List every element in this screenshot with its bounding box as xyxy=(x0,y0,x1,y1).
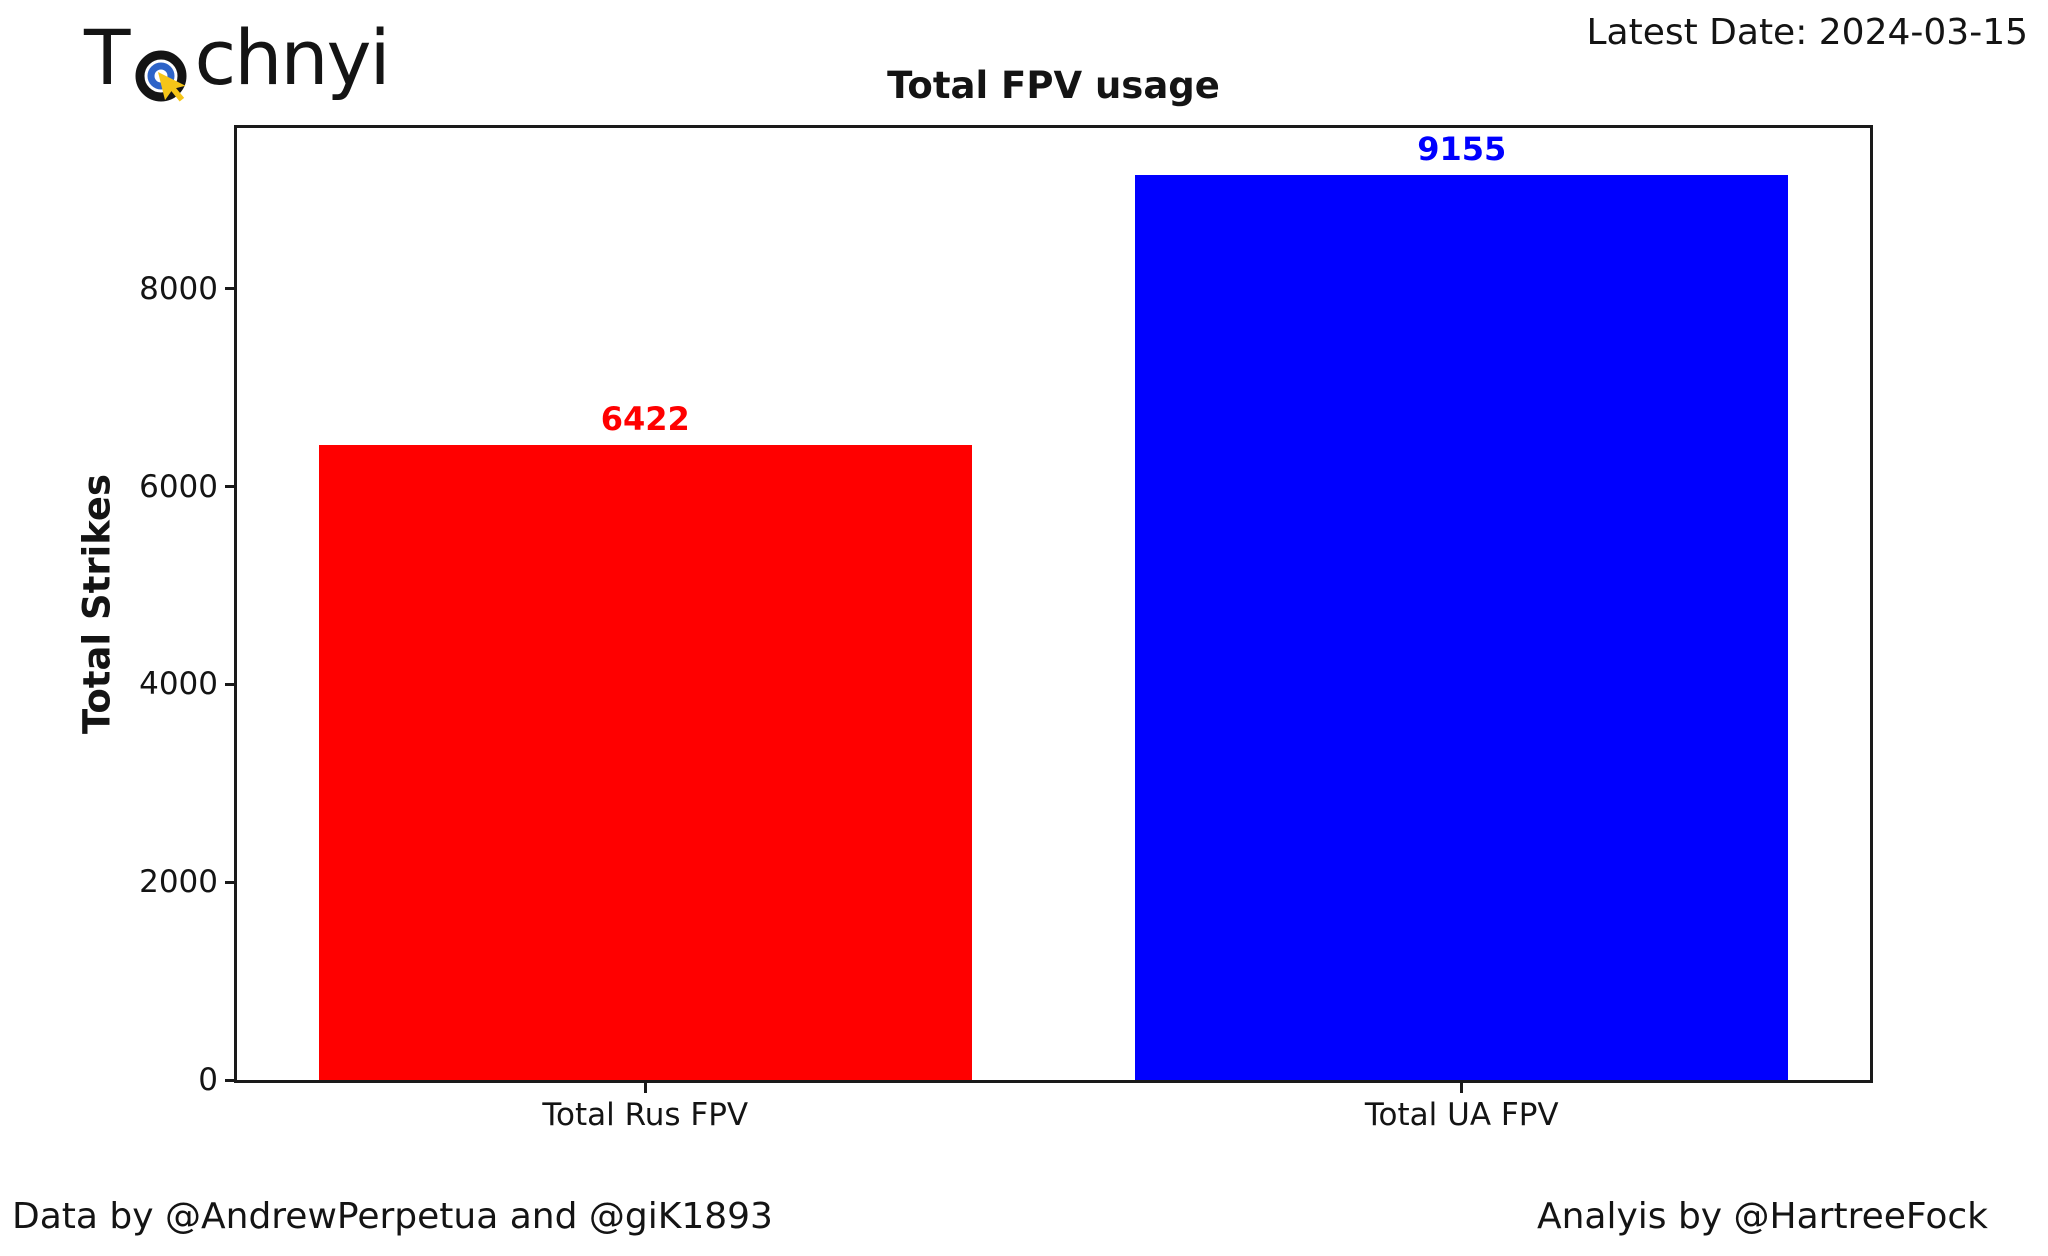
latest-date-label: Latest Date: 2024-03-15 xyxy=(1586,12,2028,53)
y-tick-mark-4000 xyxy=(225,682,234,686)
bar-total-rus-fpv xyxy=(318,445,972,1080)
bar-total-ua-fpv xyxy=(1135,174,1789,1080)
x-tick-mark-total-rus-fpv xyxy=(643,1083,647,1093)
x-tick-label-total-ua-fpv: Total UA FPV xyxy=(1364,1097,1559,1133)
bar-value-total-ua-fpv: 9155 xyxy=(1417,129,1507,168)
y-tick-mark-0 xyxy=(225,1078,234,1082)
plot-area xyxy=(234,125,1873,1083)
logo-text-suffix: chnyi xyxy=(194,13,390,102)
y-tick-label-6000: 6000 xyxy=(139,468,218,505)
y-tick-mark-6000 xyxy=(225,485,234,489)
data-credit: Data by @AndrewPerpetua and @giK1893 xyxy=(12,1196,773,1237)
bar-value-total-rus-fpv: 6422 xyxy=(600,400,690,438)
x-tick-label-total-rus-fpv: Total Rus FPV xyxy=(542,1097,749,1133)
y-tick-mark-2000 xyxy=(225,880,234,884)
logo-text-prefix: T xyxy=(84,13,130,102)
x-tick-mark-total-ua-fpv xyxy=(1460,1083,1464,1093)
y-tick-label-2000: 2000 xyxy=(139,864,218,901)
y-tick-label-4000: 4000 xyxy=(139,666,218,703)
y-tick-mark-8000 xyxy=(225,287,234,291)
y-tick-label-8000: 8000 xyxy=(139,270,218,307)
chart-title: Total FPV usage xyxy=(887,64,1220,107)
target-cursor-icon xyxy=(135,50,187,102)
y-tick-label-0: 0 xyxy=(198,1062,218,1098)
technyi-logo: T chnyi xyxy=(84,13,391,110)
analysis-credit: Analyis by @HartreeFock xyxy=(1536,1196,1988,1237)
